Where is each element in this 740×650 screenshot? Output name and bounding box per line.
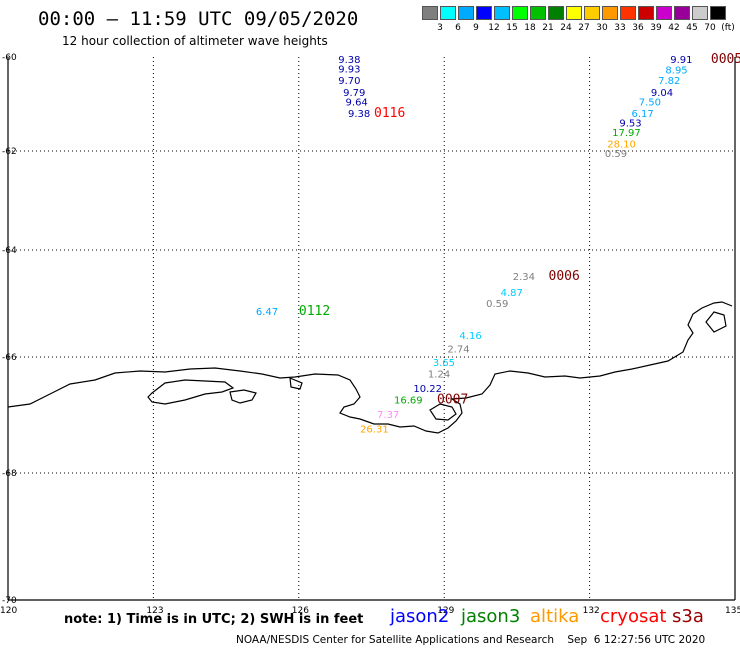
satellite-label-s3a: s3a	[672, 606, 704, 627]
longitude-label: 132	[583, 606, 600, 616]
wave-height-value: 9.70	[338, 76, 360, 87]
legend-swatch	[494, 6, 510, 20]
legend-swatch	[674, 6, 690, 20]
longitude-labels: 120 123 126 129 132 135	[0, 606, 740, 616]
legend-tick-label: 27	[578, 23, 590, 33]
wave-height-value: 9.38	[338, 55, 360, 66]
latitude-label: -62	[2, 147, 17, 157]
legend-tick-label: 70	[704, 23, 716, 33]
satellite-label-jason2: jason2	[390, 606, 450, 627]
wave-height-value: 6.47	[256, 307, 278, 318]
color-legend: 3 6 9 12 15 18 21 24 27 30 33 36 39 42 45 70 (ft)	[422, 6, 735, 36]
wave-height-value: 9.53	[619, 118, 641, 129]
legend-tick-label: 39	[650, 23, 662, 33]
wave-height-value: 26.31	[360, 425, 389, 436]
longitude-label: 129	[437, 606, 454, 616]
latitude-label: -66	[2, 353, 17, 363]
pass-time-label: 0116	[374, 106, 405, 121]
legend-tick-label: 6	[455, 23, 461, 33]
legend-tick-label: 3	[437, 23, 443, 33]
pass-time-label: 0006	[549, 269, 580, 284]
wave-height-value: 7.37	[377, 410, 399, 421]
pass-time-label: 0007	[437, 393, 468, 408]
wave-height-value: 4.16	[459, 331, 481, 342]
legend-swatch	[512, 6, 528, 20]
page-title: 00:00 – 11:59 UTC 09/05/2020	[38, 8, 359, 30]
wave-height-value: 6.17	[631, 109, 653, 120]
legend-swatch	[620, 6, 636, 20]
legend-swatch	[710, 6, 726, 20]
wave-height-value: 9.64	[346, 97, 368, 108]
map-grid	[7, 57, 736, 601]
legend-swatch	[602, 6, 618, 20]
legend-tick-label: (ft)	[721, 23, 735, 33]
antarctic-coastline	[7, 301, 733, 434]
legend-tick-label: 33	[614, 23, 626, 33]
legend-tick-label: 24	[560, 23, 572, 33]
page-subtitle: 12 hour collection of altimeter wave hei…	[62, 34, 328, 48]
longitude-label: 123	[146, 606, 163, 616]
legend-tick-label: 12	[488, 23, 500, 33]
legend-swatch	[566, 6, 582, 20]
wave-height-value: 9.91	[670, 55, 692, 66]
wave-height-value: 9.38	[348, 109, 370, 120]
legend-tick-label: 21	[542, 23, 554, 33]
wave-height-value: 10.22	[413, 384, 442, 395]
wave-height-value: 9.79	[343, 88, 365, 99]
legend-swatch	[584, 6, 600, 20]
wave-height-value: 9.04	[651, 88, 673, 99]
pass-time-label: 0112	[299, 304, 330, 319]
wave-height-value: 8.95	[665, 65, 687, 76]
longitude-label: 135	[725, 606, 740, 616]
wave-height-value: 4.87	[501, 288, 523, 299]
wave-height-value: 0.59	[605, 149, 627, 160]
wave-height-value: 2.74	[447, 344, 469, 355]
legend-tick-label: 15	[506, 23, 518, 33]
satellite-label-jason3: jason3	[461, 606, 521, 627]
longitude-label: 126	[292, 606, 309, 616]
latitude-label: -68	[2, 469, 17, 479]
legend-swatch	[548, 6, 564, 20]
legend-swatch	[656, 6, 672, 20]
wave-height-value: 2.34	[513, 272, 535, 283]
wave-height-value: 16.69	[394, 396, 423, 407]
units-note: note: 1) Time is in UTC; 2) SWH is in fe…	[64, 612, 364, 627]
latitude-label: -64	[2, 246, 17, 256]
wave-height-value: 17.97	[612, 128, 641, 139]
legend-swatch	[458, 6, 474, 20]
wave-height-value: 1.24	[428, 370, 450, 381]
longitude-label: 120	[0, 606, 17, 616]
satellite-label-cryosat: cryosat	[600, 606, 667, 627]
legend-tick-label: 36	[632, 23, 644, 33]
legend-tick-label: 18	[524, 23, 536, 33]
legend-tick-label: 45	[686, 23, 698, 33]
wave-height-value: 7.50	[639, 97, 661, 108]
legend-tick-label: 42	[668, 23, 680, 33]
legend-tick-label: 9	[473, 23, 479, 33]
credit-line: NOAA/NESDIS Center for Satellite Applica…	[236, 634, 706, 646]
pass-time-label: 0005	[711, 52, 740, 67]
legend-swatch	[692, 6, 708, 20]
wave-height-value: 9.93	[338, 64, 360, 75]
wave-height-value: 7.82	[658, 76, 680, 87]
wave-height-value: 3.65	[433, 358, 455, 369]
legend-swatch	[530, 6, 546, 20]
legend-swatch	[638, 6, 654, 20]
legend-swatch	[476, 6, 492, 20]
wave-height-value: 28.10	[607, 140, 636, 151]
legend-tick-label: 30	[596, 23, 608, 33]
satellite-label-altika: altika	[530, 606, 580, 627]
wave-height-value: 0.59	[486, 299, 508, 310]
latitude-label: -70	[2, 596, 17, 606]
latitude-label: -60	[2, 53, 17, 63]
legend-swatch	[440, 6, 456, 20]
legend-swatch	[422, 6, 438, 20]
latitude-labels: -60 -62 -64 -66 -68 -70	[2, 53, 17, 606]
